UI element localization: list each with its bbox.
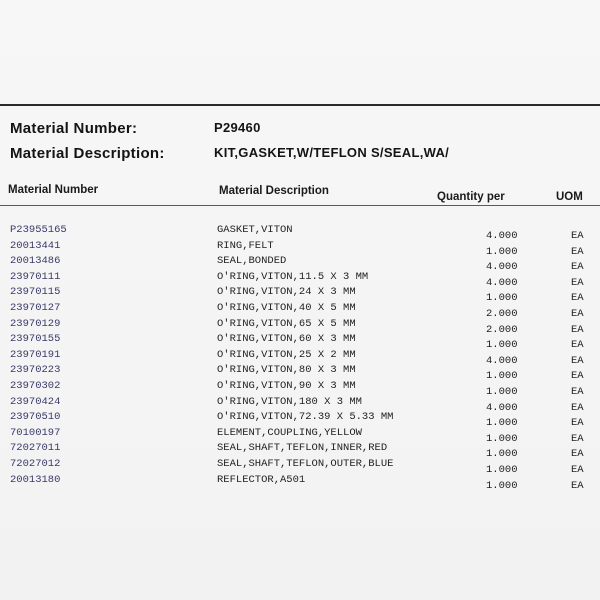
material-description-value: KIT,GASKET,W/TEFLON S/SEAL,WA/ [214,145,450,160]
table-row: 23970302 O'RING,VITON,90 X 3 MM 1.000 EA [0,380,600,398]
table-row: P23955165 GASKET,VITON 4.000 EA [0,224,600,242]
quantity-cell: 4.000 [486,401,518,414]
material-number-cell: 23970111 [10,270,61,283]
quantity-cell: 4.000 [486,276,518,289]
material-description-cell: O'RING,VITON,90 X 3 MM [217,380,356,392]
uom-cell: EA [571,323,584,336]
uom-cell: EA [571,245,584,258]
material-description-cell: SEAL,SHAFT,TEFLON,INNER,RED [217,442,388,455]
table-row: 23970115 O'RING,VITON,24 X 3 MM 1.000 EA [0,286,600,304]
material-number-cell: 20013486 [10,255,61,268]
quantity-cell: 2.000 [486,308,518,320]
quantity-cell: 1.000 [486,292,518,305]
uom-cell: EA [571,464,584,476]
material-description-cell: O'RING,VITON,60 X 3 MM [217,333,356,346]
material-number-cell: 72027011 [10,442,61,455]
material-description-cell: O'RING,VITON,11.5 X 3 MM [217,270,369,283]
quantity-cell: 1.000 [486,464,518,476]
table-row: 23970155 O'RING,VITON,60 X 3 MM 1.000 EA [0,333,600,351]
quantity-cell: 2.000 [486,323,518,336]
quantity-cell: 1.000 [486,448,518,461]
material-number-cell: 70100197 [10,426,61,439]
quantity-cell: 1.000 [486,432,518,445]
column-header-uom: UOM [556,191,583,203]
material-number-cell: 20013180 [10,473,61,486]
uom-cell: EA [571,308,584,320]
material-description-cell: O'RING,VITON,40 X 5 MM [217,302,356,314]
uom-cell: EA [571,479,584,492]
material-number-cell: 23970510 [10,411,61,424]
quantity-cell: 4.000 [486,261,518,274]
material-description-cell: O'RING,VITON,80 X 3 MM [217,364,356,377]
material-description-cell: GASKET,VITON [217,224,293,236]
material-description-cell: O'RING,VITON,24 X 3 MM [217,286,356,299]
uom-cell: EA [571,354,584,367]
material-description-cell: ELEMENT,COUPLING,YELLOW [217,426,362,439]
material-number-label: Material Number: [10,120,138,137]
quantity-cell: 1.000 [486,479,518,492]
column-header-material-description: Material Description [219,185,329,197]
material-description-cell: O'RING,VITON,25 X 2 MM [217,348,356,361]
uom-cell: EA [571,230,584,242]
material-number-cell: 23970127 [10,302,61,314]
uom-cell: EA [571,386,584,398]
material-description-cell: SEAL,BONDED [217,255,287,268]
material-description-cell: RING,FELT [217,239,274,252]
table-row: 23970191 O'RING,VITON,25 X 2 MM 4.000 EA [0,348,600,367]
header-divider [0,205,600,206]
table-row: 23970111 O'RING,VITON,11.5 X 3 MM 4.000 EA [0,270,600,289]
uom-cell: EA [571,370,584,383]
column-header-quantity-per: Quantity per [437,191,505,203]
table-row: 23970127 O'RING,VITON,40 X 5 MM 2.000 EA [0,302,600,320]
material-number-cell: 23970115 [10,286,61,299]
quantity-cell: 1.000 [486,370,518,383]
material-number-cell: 23970424 [10,395,61,408]
material-number-cell: 23970223 [10,364,61,377]
top-divider [0,104,600,106]
material-number-cell: 20013441 [10,239,61,252]
quantity-cell: 1.000 [486,339,518,352]
uom-cell: EA [571,261,584,274]
material-description-label: Material Description: [10,145,165,162]
uom-cell: EA [571,276,584,289]
uom-cell: EA [571,401,584,414]
table-row: 20013441 RING,FELT 1.000 EA [0,239,600,258]
material-description-cell: O'RING,VITON,180 X 3 MM [217,395,362,408]
material-number-cell: P23955165 [10,224,67,236]
material-description-cell: SEAL,SHAFT,TEFLON,OUTER,BLUE [217,458,394,470]
table-row: 72027011 SEAL,SHAFT,TEFLON,INNER,RED 1.000… [0,442,600,460]
table-row: 20013486 SEAL,BONDED 4.000 EA [0,255,600,273]
uom-cell: EA [571,448,584,461]
quantity-cell: 1.000 [486,245,518,258]
quantity-cell: 1.000 [486,417,518,430]
column-header-material-number: Material Number [8,184,99,196]
material-number-value: P29460 [214,120,261,135]
uom-cell: EA [571,292,584,305]
uom-cell: EA [571,339,584,352]
material-number-cell: 23970191 [10,348,61,361]
quantity-cell: 4.000 [486,230,518,242]
material-number-cell: 23970129 [10,317,61,330]
table-row: 72027012 SEAL,SHAFT,TEFLON,OUTER,BLUE 1.00… [0,458,600,476]
material-number-cell: 23970155 [10,333,61,346]
table-row: 23970510 O'RING,VITON,72.39 X 5.33 MM 1.00… [0,411,600,429]
material-number-cell: 23970302 [10,380,61,392]
quantity-cell: 1.000 [486,386,518,398]
material-description-cell: O'RING,VITON,65 X 5 MM [217,317,356,330]
table-row: 23970424 O'RING,VITON,180 X 3 MM 4.000 EA [0,395,600,414]
table-row: 20013180 REFLECTOR,A501 1.000 EA [0,473,600,492]
material-number-cell: 72027012 [10,458,61,470]
quantity-cell: 4.000 [486,354,518,367]
uom-cell: EA [571,417,584,430]
uom-cell: EA [571,432,584,445]
material-description-cell: O'RING,VITON,72.39 X 5.33 MM [217,411,394,424]
table-row: 70100197 ELEMENT,COUPLING,YELLOW 1.000 EA [0,426,600,445]
material-description-cell: REFLECTOR,A501 [217,473,306,486]
table-row: 23970223 O'RING,VITON,80 X 3 MM 1.000 EA [0,364,600,382]
table-row: 23970129 O'RING,VITON,65 X 5 MM 2.000 EA [0,317,600,336]
